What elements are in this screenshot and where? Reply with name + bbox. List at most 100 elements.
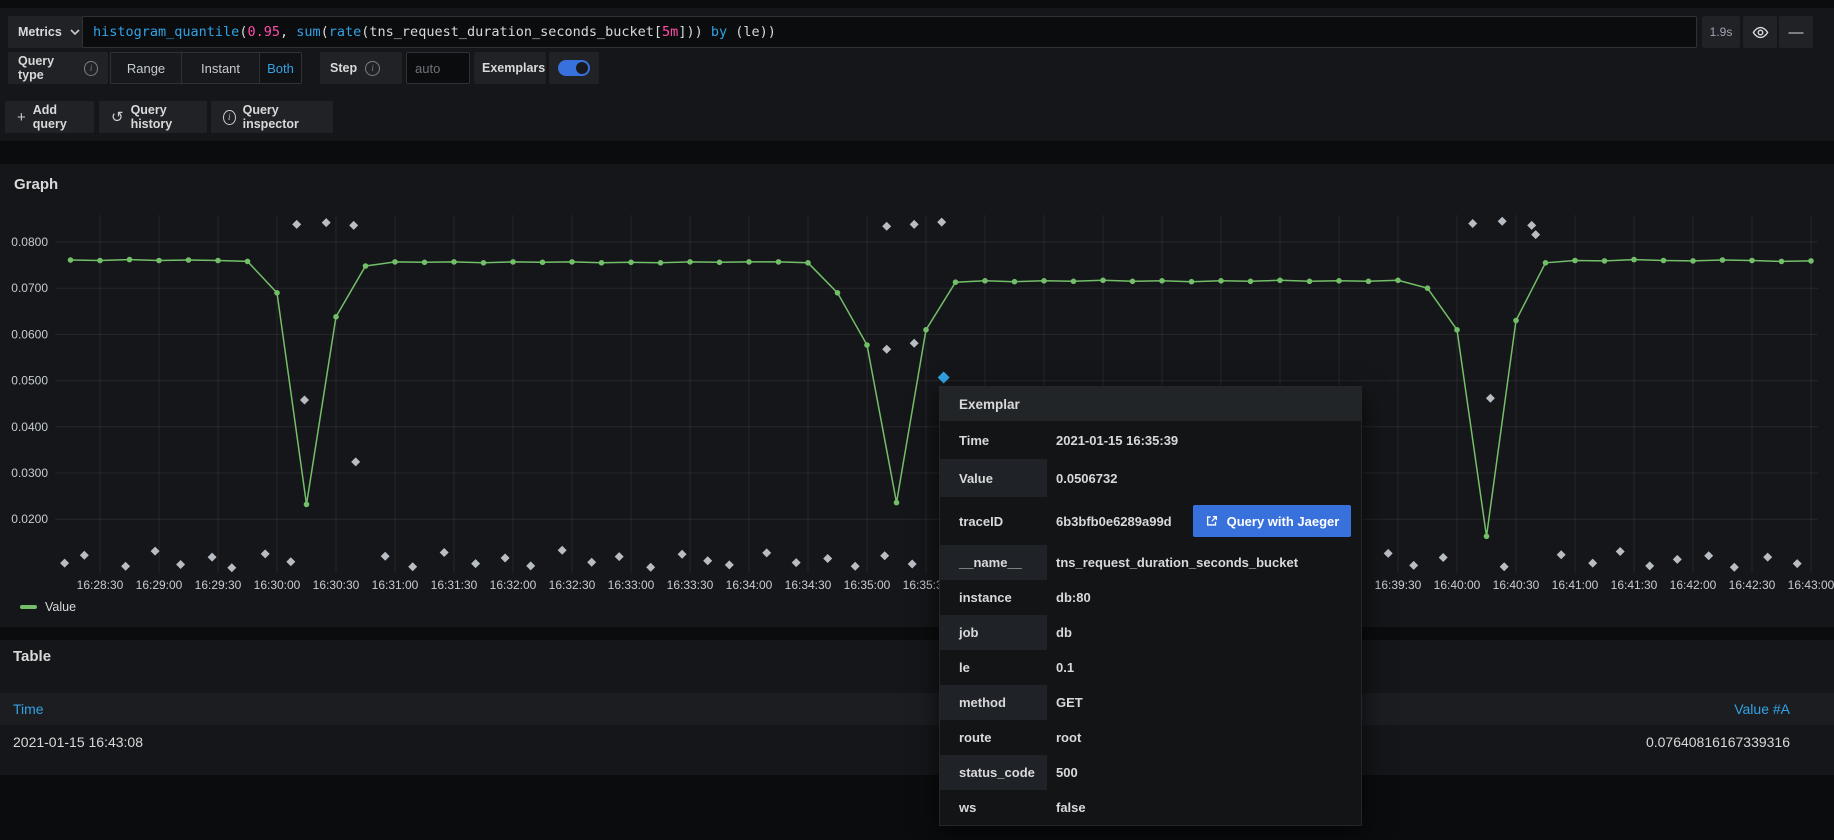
exemplar-diamond[interactable] [351,457,361,467]
info-icon[interactable]: i [84,60,98,76]
exemplar-diamond[interactable] [150,546,160,556]
table-cell-time: 2021-01-15 16:43:08 [13,734,143,750]
exemplar-diamond[interactable] [880,551,890,561]
exemplar-diamond[interactable] [724,560,734,570]
exemplar-diamond[interactable] [937,217,947,227]
preview-toggle-button[interactable] [1743,16,1777,48]
exemplar-diamond[interactable] [380,551,390,561]
query-history-button[interactable]: ↺ Query history [99,101,207,133]
exemplar-diamond[interactable] [557,545,567,555]
exemplar-diamond[interactable] [500,553,510,563]
exemplar-diamond[interactable] [1729,562,1739,572]
info-icon[interactable]: i [365,60,381,76]
series-data-point [97,257,103,264]
series-data-point [1749,257,1755,264]
exemplar-diamond[interactable] [1409,560,1419,570]
exemplar-diamond[interactable] [1588,558,1598,568]
exemplar-diamond[interactable] [614,552,624,562]
exemplar-diamond[interactable] [526,561,536,571]
exemplar-diamond[interactable] [260,549,270,559]
collapse-query-row-button[interactable]: — [1779,16,1813,48]
exemplar-diamond[interactable] [227,563,237,573]
exemplar-diamond[interactable] [791,558,801,568]
tooltip-row-label: Value [940,459,1047,497]
x-axis-tick-label: 16:42:30 [1729,578,1776,592]
exemplar-diamond[interactable] [1499,562,1509,572]
add-query-button[interactable]: + Add query [5,101,94,133]
exemplar-diamond[interactable] [1704,551,1714,561]
exemplar-diamond[interactable] [882,344,892,354]
exemplar-diamond[interactable] [646,562,656,572]
query-token-function: sum [296,24,321,40]
exemplar-diamond[interactable] [1615,547,1625,556]
exemplar-diamond[interactable] [1485,393,1495,403]
exemplar-diamond[interactable] [1531,230,1541,240]
tooltip-value-text: false [1056,800,1086,815]
table-column-header-value[interactable]: Value #A [1734,701,1790,717]
exemplar-diamond[interactable] [1527,220,1537,230]
series-data-point [1454,327,1460,333]
exemplar-diamond[interactable] [1763,552,1773,562]
exemplar-diamond[interactable] [1556,550,1566,560]
table-column-header-time[interactable]: Time [13,701,44,717]
tooltip-row-value: tns_request_duration_seconds_bucket [1047,545,1361,580]
exemplar-diamond[interactable] [1497,216,1507,226]
exemplar-diamond[interactable] [439,548,449,557]
legend-item-value[interactable]: Value [20,600,76,614]
exemplar-diamond[interactable] [587,557,597,567]
exemplar-diamond[interactable] [471,559,481,569]
series-data-point [1070,278,1077,285]
x-axis-tick-label: 16:41:00 [1552,578,1599,592]
exemplar-diamond[interactable] [121,561,131,571]
selected-exemplar-diamond[interactable] [937,371,950,384]
exemplar-diamond[interactable] [850,561,860,571]
exemplar-diamond[interactable] [703,556,713,566]
query-type-option-instant[interactable]: Instant [182,53,260,83]
query-inspector-button[interactable]: i Query inspector [211,101,333,133]
timeseries-chart-canvas[interactable]: 16:28:30 16:29:00 16:29:30 16:30:00 16:30:30… [0,164,1834,627]
tooltip-value-text: root [1056,730,1082,745]
series-data-point [362,263,369,269]
query-type-option-both[interactable]: Both [260,53,301,83]
add-query-label: Add query [32,103,67,131]
exemplar-diamond[interactable] [909,338,919,348]
exemplar-diamond[interactable] [1468,219,1478,228]
query-with-jaeger-button[interactable]: Query with Jaeger [1192,505,1352,537]
step-input[interactable] [406,52,470,84]
exemplar-diamond[interactable] [292,219,302,229]
metrics-dropdown-button[interactable]: Metrics [8,16,90,48]
query-type-option-range[interactable]: Range [111,53,182,83]
exemplar-diamond[interactable] [907,559,917,569]
exemplar-diamond[interactable] [1672,554,1682,564]
series-data-point [1306,278,1313,285]
exemplar-diamond[interactable] [1792,559,1802,569]
exemplar-diamond[interactable] [823,554,833,563]
series-data-point [1690,258,1696,264]
exemplars-label: Exemplars [482,61,546,75]
series-data-point [834,290,841,296]
series-data-point [1631,256,1637,263]
x-axis-tick-label: 16:40:30 [1493,578,1540,592]
series-data-point [539,259,546,266]
exemplar-diamond[interactable] [1645,561,1655,571]
exemplar-diamond[interactable] [408,562,418,572]
exemplar-diamond[interactable] [176,560,186,569]
tooltip-row-value: db:80 [1047,580,1361,615]
exemplar-diamond[interactable] [300,395,309,405]
exemplar-diamond[interactable] [349,220,359,230]
exemplar-diamond[interactable] [1438,553,1448,562]
exemplar-diamond[interactable] [207,552,217,562]
series-data-point [1483,533,1490,540]
exemplar-diamond[interactable] [677,549,687,559]
exemplars-toggle[interactable] [558,60,590,76]
exemplar-diamond[interactable] [321,218,331,228]
exemplar-diamond[interactable] [79,550,89,560]
exemplar-diamond[interactable] [60,558,70,568]
exemplar-diamond[interactable] [882,221,892,231]
query-expression-input[interactable]: histogram_quantile(0.95, sum(rate(tns_re… [82,16,1697,48]
exemplar-diamond[interactable] [286,557,296,567]
exemplar-diamond[interactable] [1383,548,1393,558]
exemplar-diamond[interactable] [762,548,772,558]
series-data-point [303,501,310,508]
exemplar-diamond[interactable] [909,219,919,229]
